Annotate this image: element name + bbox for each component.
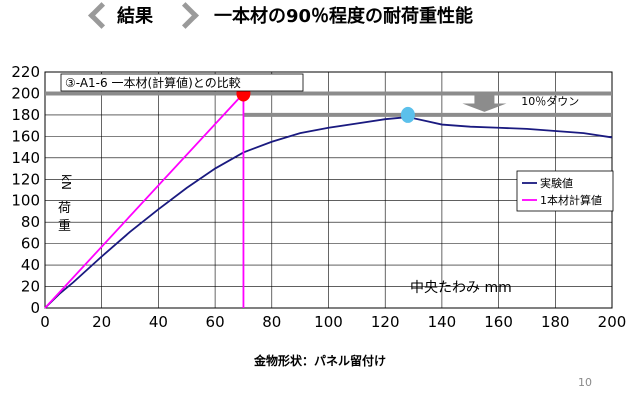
x-tick-label: 200 — [598, 313, 627, 331]
series-line-experimental — [44, 116, 613, 309]
y-tick-label: 200 — [11, 84, 40, 102]
slide-title: 一本材の90％程度の耐荷重性能 — [214, 6, 474, 27]
x-tick-label: 120 — [371, 313, 400, 331]
x-tick-label: 60 — [206, 313, 225, 331]
slide-header: 結果 一本材の90％程度の耐荷重性能 — [0, 0, 640, 40]
y-tick-label: 0 — [30, 299, 40, 317]
arrow-label: 10％ダウン — [521, 94, 579, 108]
y-axis-unit: kN — [59, 174, 73, 190]
y-axis-label-char: 重 — [58, 218, 71, 234]
x-tick-label: 180 — [541, 313, 570, 331]
y-tick-label: 160 — [11, 127, 40, 145]
results-label: 結果 — [117, 6, 153, 27]
y-tick-label: 120 — [11, 170, 40, 188]
y-axis-label-char: 荷 — [58, 201, 71, 216]
caption: 金物形状：パネル留付け — [253, 354, 386, 368]
y-tick-label: 40 — [21, 256, 40, 274]
y-tick-label: 220 — [11, 63, 40, 81]
load-deflection-chart: 0 20 40 60 80 100 120 140 160 180 200 220 0 20 40 60 80 1… — [0, 62, 640, 340]
chart-title: ③-A1-6 一本材(計算値)との比較 — [65, 75, 241, 90]
x-tick-label: 20 — [92, 313, 111, 331]
max-experimental-marker — [400, 106, 415, 123]
down-arrow-icon — [462, 95, 507, 112]
x-tick-label: 0 — [40, 313, 50, 331]
page-number: 10 — [578, 376, 592, 389]
y-tick-label: 140 — [11, 149, 40, 167]
y-tick-label: 20 — [21, 278, 40, 296]
y-tick-label: 100 — [11, 192, 40, 210]
chart-title-box — [60, 73, 304, 92]
x-axis-label: 中央たわみ mm — [410, 280, 512, 296]
x-tick-label: 100 — [314, 313, 343, 331]
x-tick-label: 40 — [149, 313, 168, 331]
y-tick-label: 180 — [11, 106, 40, 124]
x-tick-label: 80 — [262, 313, 281, 331]
chevron-right-icon[interactable] — [172, 2, 199, 29]
y-tick-label: 60 — [21, 235, 40, 253]
chevron-left-icon[interactable] — [88, 2, 115, 29]
legend-label: 実験値 — [540, 176, 573, 190]
y-tick-label: 80 — [21, 213, 40, 231]
x-tick-label: 140 — [428, 313, 457, 331]
legend-label: 1本材計算値 — [540, 193, 602, 207]
legend-box — [516, 170, 614, 212]
x-tick-label: 160 — [484, 313, 513, 331]
